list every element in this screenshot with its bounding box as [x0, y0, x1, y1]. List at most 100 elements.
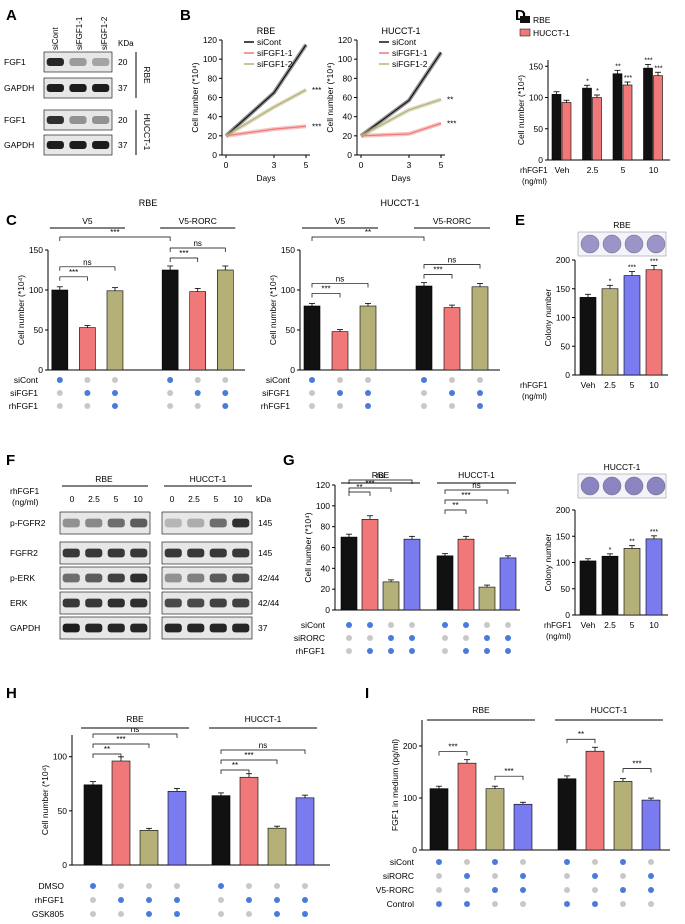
panel-c-0-dot	[167, 403, 174, 409]
panel-c-0-dot	[111, 390, 118, 396]
panel-b-1-sig: **	[447, 95, 453, 104]
panel-e-y-tick-label: 100	[556, 313, 570, 323]
panel-e-x-tick-label: 5	[630, 380, 635, 390]
panel-g-dot	[388, 648, 394, 654]
panel-f-rbe-4-band	[107, 623, 125, 633]
panel-d-y-tick-label: 50	[534, 124, 544, 134]
panel-i-dot	[648, 859, 654, 865]
panel-h-bar	[139, 830, 159, 866]
panel-c-1-dot	[449, 377, 455, 383]
panel-c-0-dot	[111, 377, 118, 383]
panel-g-bar	[457, 538, 475, 611]
panel-i-dot	[520, 859, 526, 865]
panel-e-x-tick-label: Veh	[581, 380, 596, 390]
panel-f-row-kda: 42/44	[258, 573, 280, 583]
panel-i-dot	[620, 859, 626, 865]
panel-b-0-x-tick-label: 5	[304, 160, 309, 170]
panel-b-1-y-tick-label: 100	[338, 54, 352, 64]
panel-f-kda-header: kDa	[256, 494, 271, 504]
panel-e-y-label: Colony number	[543, 289, 553, 347]
panel-c-1-sig: **	[365, 228, 371, 237]
panel-e-colony: RBE 0 50 100 150 200 Colony number Veh * 2.5 *** 5 *…	[520, 220, 668, 401]
panel-d-y-label: Cell number (*10⁴)	[516, 75, 526, 145]
panel-e-x-label: (ng/ml)	[522, 392, 547, 401]
panel-g2-title: HUCCT-1	[604, 462, 641, 472]
panel-i-bar	[557, 778, 577, 851]
panel-b-1-x-tick-label: 3	[407, 160, 412, 170]
panel-label-b: B	[180, 7, 191, 24]
panel-c-1-row-label: siFGF1	[262, 388, 290, 398]
panel-i-dot	[464, 901, 470, 907]
panel-c-0-sig: ***	[179, 249, 188, 258]
panel-f-rbe-1-band	[130, 548, 148, 558]
panel-f-dose: 2.5	[88, 494, 100, 504]
panel-d-x-label: rhFGF1	[520, 166, 548, 175]
panel-label-a: A	[6, 7, 17, 24]
panel-f-huc-4-band	[164, 623, 182, 633]
panel-g2-colony-well	[624, 476, 644, 496]
panel-g-y-tick-label: 0	[325, 605, 330, 615]
panel-b-0-legend-label: siCont	[257, 37, 282, 47]
panel-h-bracket	[220, 769, 250, 774]
panel-g2-y-label: Colony number	[543, 534, 553, 592]
panel-g2-colony-well	[646, 476, 666, 496]
panel-f-huc-1-band	[164, 548, 182, 558]
panel-b-0-y-tick-label: 100	[203, 54, 217, 64]
panel-f-rbe-1-blot-frame	[59, 541, 151, 565]
panel-f-rbe-3-band	[130, 598, 148, 608]
panel-f-rbe-0-blot-frame	[59, 511, 151, 535]
panel-e-y-tick-label: 150	[556, 284, 570, 294]
panel-i-dot	[436, 859, 442, 865]
panel-g-bar	[436, 555, 454, 611]
panel-b-1-legend-label: siFGF1-2	[392, 59, 428, 69]
panel-h-cell-label: RBE	[126, 714, 144, 724]
panel-g-dot	[346, 635, 352, 641]
panel-d-legend-swatch	[519, 28, 531, 37]
panel-c-1-bracket	[311, 283, 369, 288]
panel-d-bar	[612, 73, 623, 161]
panel-b-0-sig: ***	[312, 86, 321, 95]
panel-f-dose: 10	[133, 494, 143, 504]
panel-h-dot	[90, 911, 96, 917]
panel-c-0-dot	[56, 377, 63, 383]
panel-c-0-bracket	[59, 276, 88, 281]
panel-e-colony-well	[580, 234, 600, 254]
panel-a-2-band	[46, 116, 64, 124]
panel-i-row-label: siCont	[390, 857, 415, 867]
panel-i-dot	[492, 873, 498, 879]
panel-g2-sig: **	[629, 539, 635, 546]
panel-f-rbe-3-band	[107, 598, 125, 608]
panel-g-dot	[367, 648, 373, 654]
panel-c-0-bracket	[59, 266, 116, 271]
panel-h-dot	[118, 883, 124, 889]
panel-c-1-dot	[449, 403, 455, 409]
panel-b-0-x-tick-label: 0	[224, 160, 229, 170]
panel-g2-x-tick-label: 10	[649, 620, 659, 630]
panel-f-huc-1-band	[232, 548, 250, 558]
panel-d-bar	[643, 67, 653, 161]
panel-i-sig: ***	[504, 767, 513, 776]
panel-a-1-band	[69, 84, 87, 92]
panel-f-row-kda: 42/44	[258, 598, 280, 608]
panel-a-row-label: GAPDH	[4, 83, 34, 93]
panel-i-bar	[485, 788, 505, 851]
panel-b-growth-curves: RBE 0 20 40 60 80 100 120 Cell number (*10⁴) 0 3 5 D…	[190, 26, 456, 183]
panel-h-dot	[302, 911, 308, 917]
panel-h-y-tick-label: 0	[62, 860, 67, 870]
panel-a-1-band	[46, 84, 64, 92]
panel-c-1-dot	[365, 390, 371, 396]
panel-c-0-dot	[111, 403, 118, 409]
panel-h-sig: ***	[244, 751, 253, 760]
panel-i-bar	[513, 803, 533, 851]
panel-h-bracket	[92, 733, 178, 738]
panel-d-legend-swatch	[520, 16, 530, 23]
panel-g2-y-tick-label: 0	[565, 610, 570, 620]
panel-d-x-tick-label: 10	[649, 165, 659, 175]
panel-i-bracket	[622, 768, 652, 773]
panel-f-row-label: FGFR2	[10, 548, 38, 558]
panel-c-1-dot	[337, 377, 343, 383]
panel-a-row-label: FGF1	[4, 57, 26, 67]
panel-g-dot	[442, 635, 448, 641]
panel-b-1-x-label: Days	[391, 173, 410, 183]
